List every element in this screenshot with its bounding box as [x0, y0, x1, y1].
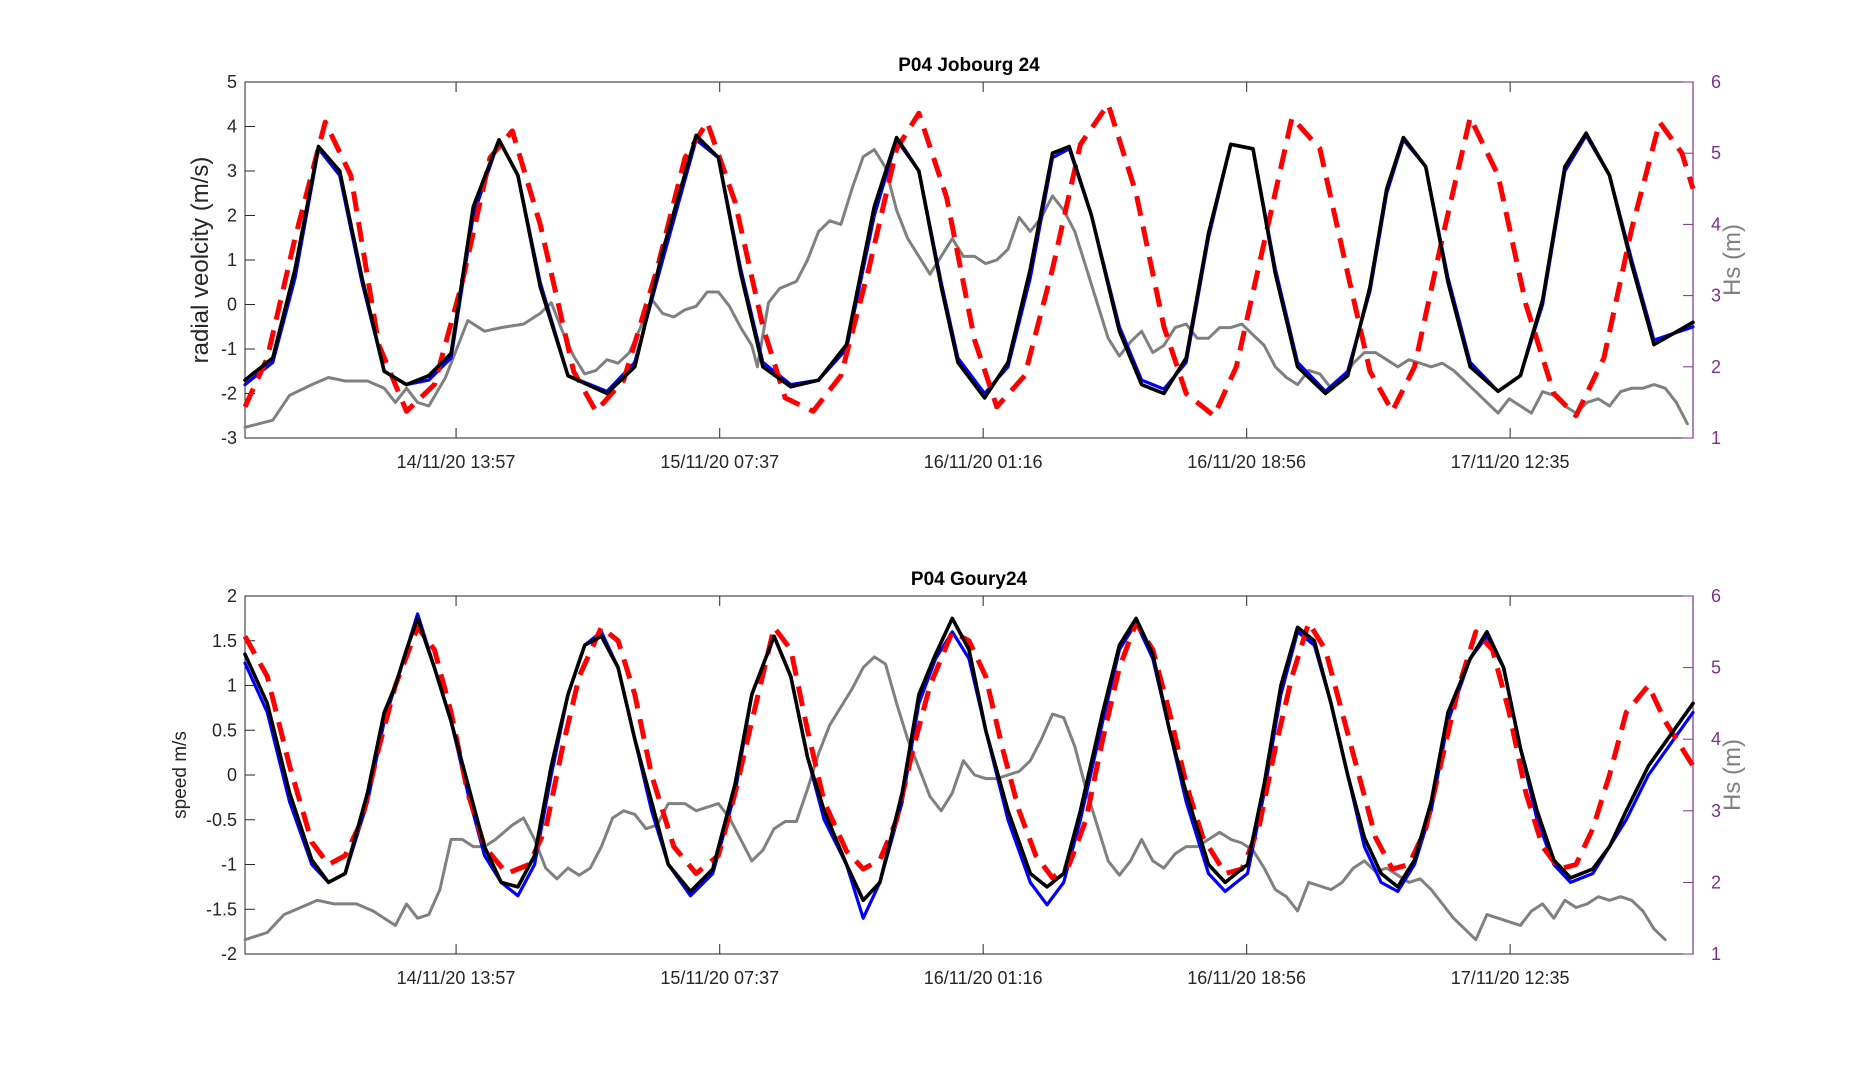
y-tick-label-goury: 1.5: [212, 631, 237, 651]
x-tick-label-goury: 15/11/20 07:37: [660, 968, 779, 988]
x-tick-label-jobourg: 16/11/20 18:56: [1187, 452, 1306, 472]
y-tick-label-goury: 1: [227, 676, 237, 696]
series-line-goury-observed-black: [243, 616, 1695, 903]
chart-goury: P04 Goury24 speed m/s Hs (m) -2 -1.5 -1 -0.…: [170, 569, 1746, 988]
series-line-jobourg-observed-black: [243, 131, 1695, 400]
x-tick-label-jobourg: 15/11/20 07:37: [660, 452, 779, 472]
axes-jobourg: -3 -2 -1 0 1 2 3 4 5 1 2 3 4 5 6 14/11/20 13:57 15/11/20…: [221, 72, 1721, 472]
y-tick-label-jobourg: -1: [221, 339, 237, 359]
y-right-tick-label-goury: 2: [1711, 872, 1721, 892]
y-right-tick-label-goury: 5: [1711, 658, 1721, 678]
y-right-tick-label-jobourg: 6: [1711, 72, 1721, 92]
y-axis-label-goury: speed m/s: [170, 731, 191, 819]
y-tick-label-jobourg: 1: [227, 250, 237, 270]
x-tick-label-goury: 16/11/20 18:56: [1187, 968, 1306, 988]
y-tick-label-goury: -1.5: [206, 899, 237, 919]
y-tick-label-goury: -1: [221, 855, 237, 875]
chart-jobourg: P04 Jobourg 24 radial veolcity (m/s) Hs …: [187, 55, 1746, 472]
y-right-tick-label-jobourg: 4: [1711, 214, 1721, 234]
y-right-tick-label-goury: 4: [1711, 729, 1721, 749]
chart-title-jobourg: P04 Jobourg 24: [898, 55, 1040, 76]
y-right-tick-label-goury: 3: [1711, 801, 1721, 821]
series-group-goury: [242, 612, 1696, 942]
plot-area-jobourg: [244, 81, 1694, 439]
axes-goury: -2 -1.5 -1 -0.5 0 0.5 1 1.5 2 1 2 3 4 5 6 14/11/20 13:5…: [206, 586, 1721, 988]
y-right-tick-label-jobourg: 3: [1711, 286, 1721, 306]
y-right-tick-label-goury: 6: [1711, 586, 1721, 606]
x-tick-label-goury: 17/11/20 12:35: [1451, 968, 1570, 988]
series-line-jobourg-hs: [243, 148, 1689, 429]
series-group-jobourg: [242, 101, 1696, 429]
chart-title-goury: P04 Goury24: [911, 569, 1028, 590]
x-tick-label-jobourg: 16/11/20 01:16: [924, 452, 1043, 472]
x-tick-label-goury: 14/11/20 13:57: [397, 968, 516, 988]
y-tick-label-jobourg: 0: [227, 295, 237, 315]
y-tick-label-jobourg: -2: [221, 384, 237, 404]
y-tick-label-goury: 0.5: [212, 720, 237, 740]
y-tick-label-goury: 2: [227, 586, 237, 606]
y-right-tick-label-goury: 1: [1711, 944, 1721, 964]
y-axis-right-label-goury: Hs (m): [1719, 739, 1746, 811]
y-tick-label-jobourg: 3: [227, 161, 237, 181]
y-tick-label-jobourg: 4: [227, 117, 237, 137]
y-tick-label-goury: -0.5: [206, 810, 237, 830]
y-tick-label-goury: -2: [221, 944, 237, 964]
x-tick-label-jobourg: 17/11/20 12:35: [1451, 452, 1570, 472]
y-right-tick-label-jobourg: 2: [1711, 357, 1721, 377]
x-tick-label-jobourg: 14/11/20 13:57: [397, 452, 516, 472]
y-axis-right-label-jobourg: Hs (m): [1719, 224, 1746, 296]
y-tick-label-jobourg: -3: [221, 428, 237, 448]
series-line-goury-model-red-dashed: [242, 620, 1696, 881]
y-tick-label-jobourg: 2: [227, 206, 237, 226]
y-tick-label-goury: 0: [227, 765, 237, 785]
series-line-goury-hs: [243, 655, 1667, 942]
y-axis-label-jobourg: radial veolcity (m/s): [187, 157, 214, 364]
y-right-tick-label-jobourg: 5: [1711, 143, 1721, 163]
y-right-tick-label-jobourg: 1: [1711, 428, 1721, 448]
y-tick-label-jobourg: 5: [227, 72, 237, 92]
x-tick-label-goury: 16/11/20 01:16: [924, 968, 1043, 988]
